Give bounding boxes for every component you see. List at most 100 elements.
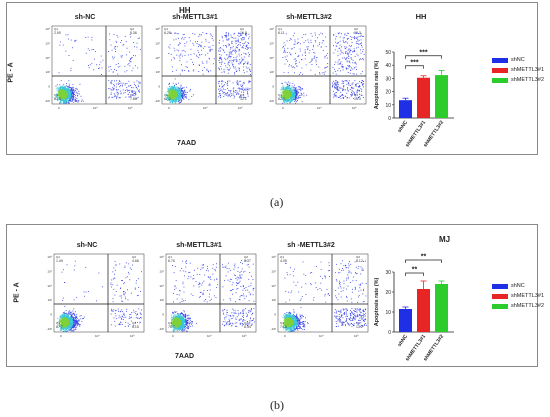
quadrant-value: 87.7	[56, 325, 63, 329]
y-tick-label: 40	[385, 63, 391, 69]
x-tick-label: 10⁴	[203, 106, 208, 110]
legend-swatch	[492, 57, 508, 63]
legend-swatch	[492, 77, 508, 83]
y-tick-label: 10⁶	[269, 27, 274, 31]
legend-item: shMETTL3#2	[492, 301, 544, 311]
bar-shMETTL3#1	[417, 289, 430, 332]
quadrant-label: Q1	[280, 255, 284, 259]
quadrant-value: 4.05	[280, 259, 287, 263]
y-tick-label: 10	[385, 103, 391, 109]
quadrant-value: 8.34	[244, 325, 251, 329]
y-axis-label: Apoptosis rate (%)	[374, 278, 380, 327]
caption-a: (a)	[270, 195, 284, 209]
quadrant-value: 5.36	[130, 31, 137, 35]
scatter-points	[54, 33, 141, 104]
quadrant-value: 74.6	[280, 325, 287, 329]
flow-plot-sh-nc: Q1 2.90 Q2 5.36 Q3 7.86 Q4 83.8 -10³ 0 10³ 10⁴ 10⁵ 10…	[40, 24, 146, 119]
y-tick-label: 20	[385, 290, 391, 296]
quadrant-label: Q1	[168, 255, 172, 259]
quadrant-label: Q1	[164, 27, 168, 31]
quadrant-label: Q2	[244, 255, 248, 259]
significance-bracket	[405, 272, 424, 276]
y-tick-label: 10⁴	[47, 284, 52, 288]
quadrant-value: 13.3	[354, 97, 361, 101]
flow-plot-sh-nc: Q1 1.49 Q2 4.66 Q3 6.15 Q4 87.7 -10³ 0 10³ 10⁴ 10⁵ 10…	[42, 252, 148, 347]
y-tick-label: 30	[385, 270, 391, 276]
quadrant-label: Q4	[56, 321, 60, 325]
y-tick-label: 10⁵	[155, 41, 160, 45]
legend: shNC shMETTL3#1 shMETTL3#2	[492, 281, 544, 311]
bar-shNC	[399, 309, 412, 332]
x-tick-label: 10⁵	[238, 106, 243, 110]
y-tick-label: 10	[385, 310, 391, 316]
scatter-points	[280, 32, 365, 104]
category-label: shNC	[397, 333, 410, 347]
flow-plot-sh-mettl3-1: Q1 6.76 Q2 8.37 Q3 8.34 Q4 76.7 -10³ 0 10³ 10⁴ 10⁵ 10…	[154, 252, 260, 347]
bar-chart-title: HH	[416, 12, 427, 21]
y-tick-label: 50	[385, 50, 391, 56]
legend-swatch	[492, 67, 508, 73]
panel-title: HH	[179, 6, 191, 15]
quadrant-label: Q3	[130, 93, 134, 97]
y-tick-label: 0	[50, 313, 52, 317]
y-tick-label: -10³	[271, 327, 276, 331]
quadrant-value: 16.8	[240, 31, 247, 35]
significance-bracket	[405, 55, 442, 59]
quadrant-label: Q3	[240, 93, 244, 97]
quadrant-value: 6.25	[164, 31, 171, 35]
x-tick-label: 10⁴	[93, 106, 98, 110]
significance-bracket	[405, 259, 442, 263]
x-tick-label: 0	[58, 106, 60, 110]
flow-plot-sh-mettl3-1: Q1 6.25 Q2 16.8 Q3 12.1 Q4 62.2 -10³ 0 10³ 10⁴ 10⁵ 10…	[150, 24, 256, 119]
legend-item: shNC	[492, 55, 544, 65]
y-tick-label: -10³	[45, 99, 50, 103]
x-tick-label: 10⁴	[317, 106, 322, 110]
x-tick-label: 10⁵	[130, 334, 135, 338]
y-tick-label: 0	[388, 116, 391, 122]
legend-item: shMETTL3#1	[492, 65, 544, 75]
caption-b: (b)	[270, 398, 284, 412]
y-tick-label: -10³	[47, 327, 52, 331]
flow-plot-title: sh-NC	[76, 242, 98, 249]
x-tick-label: 10⁴	[319, 334, 324, 338]
legend-item: shMETTL3#2	[492, 75, 544, 85]
x-tick-label: 10⁴	[207, 334, 212, 338]
y-tick-label: 10³	[272, 298, 276, 302]
y-tick-label: 10⁴	[271, 284, 276, 288]
x-tick-label: 0	[168, 106, 170, 110]
y-tick-label: 10⁶	[47, 255, 52, 259]
quadrant-value: 1.49	[56, 259, 63, 263]
flow-plot-svg: Q16.11Q213.3Q313.3Q462.3-10³010³10⁴10⁵10…	[269, 25, 367, 110]
quadrant-value: 62.3	[278, 97, 285, 101]
quadrant-label: Q3	[354, 93, 358, 97]
quadrant-label: Q4	[278, 93, 282, 97]
quadrant-label: Q4	[168, 321, 172, 325]
bar-shMETTL3#2	[435, 75, 448, 118]
y-tick-label: -10³	[269, 99, 274, 103]
quadrant-label: Q3	[356, 321, 360, 325]
quadrant-value: 76.7	[168, 325, 175, 329]
quadrant-label: Q1	[56, 255, 60, 259]
bar-shMETTL3#1	[417, 77, 430, 118]
quadrant-value: 6.15	[132, 325, 139, 329]
quadrant-label: Q4	[54, 93, 58, 97]
y-tick-label: 10³	[46, 70, 50, 74]
significance-bracket	[405, 65, 424, 69]
x-axis-label: 7AAD	[177, 140, 197, 147]
y-tick-label: -10³	[155, 99, 160, 103]
quadrant-label: Q2	[354, 27, 358, 31]
y-tick-label: 10⁶	[271, 255, 276, 259]
y-tick-label: 10³	[48, 298, 52, 302]
y-axis-label: PE - A	[13, 282, 21, 303]
flow-plot-title: sh-METTL3#1	[176, 242, 222, 249]
legend-swatch	[492, 283, 508, 289]
x-tick-label: 0	[284, 334, 286, 338]
y-tick-label: 10⁵	[269, 41, 274, 45]
y-tick-label: 10⁶	[159, 255, 164, 259]
y-tick-label: -10³	[159, 327, 164, 331]
